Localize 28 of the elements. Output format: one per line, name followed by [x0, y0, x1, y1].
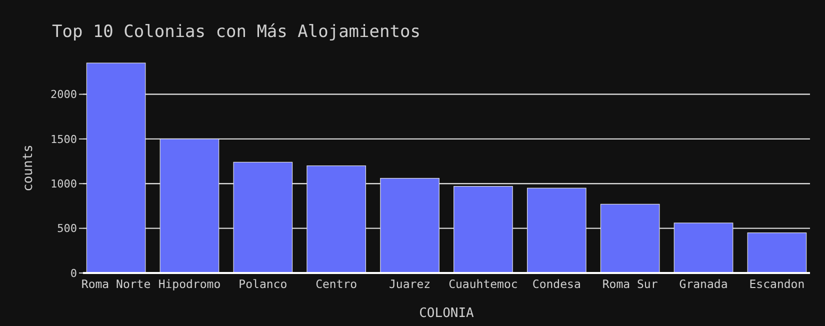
y-axis-title: counts [21, 144, 36, 192]
x-tick-label: Centro [316, 277, 358, 291]
bar [86, 62, 146, 274]
y-tick-label: 1000 [50, 177, 77, 190]
bar [160, 138, 220, 274]
chart-title: Top 10 Colonias con Más Alojamientos [52, 22, 420, 42]
y-tick-label: 0 [70, 266, 77, 280]
bar [674, 222, 734, 274]
bar [380, 178, 440, 274]
bar [747, 232, 807, 274]
x-tick-label: Escandon [749, 277, 805, 291]
y-tick-label: 500 [57, 222, 77, 236]
x-tick-label: Cuauhtemoc [448, 277, 518, 291]
bar [233, 162, 293, 274]
y-tick-label: 1500 [50, 132, 77, 146]
x-tick-label: Polanco [238, 277, 288, 291]
bar [306, 165, 366, 274]
x-tick-label: Roma Norte [81, 277, 151, 291]
x-tick-label: Roma Sur [602, 277, 658, 291]
bar [526, 188, 586, 274]
x-axis-title: COLONIA [419, 306, 474, 321]
x-tick-label: Juarez [389, 277, 431, 291]
bar [600, 204, 660, 274]
x-tick-label: Condesa [532, 277, 581, 291]
bar [454, 186, 513, 274]
y-tick-label: 2000 [50, 88, 77, 102]
x-tick-label: Hipodromo [158, 277, 221, 291]
x-tick-label: Granada [679, 277, 728, 291]
